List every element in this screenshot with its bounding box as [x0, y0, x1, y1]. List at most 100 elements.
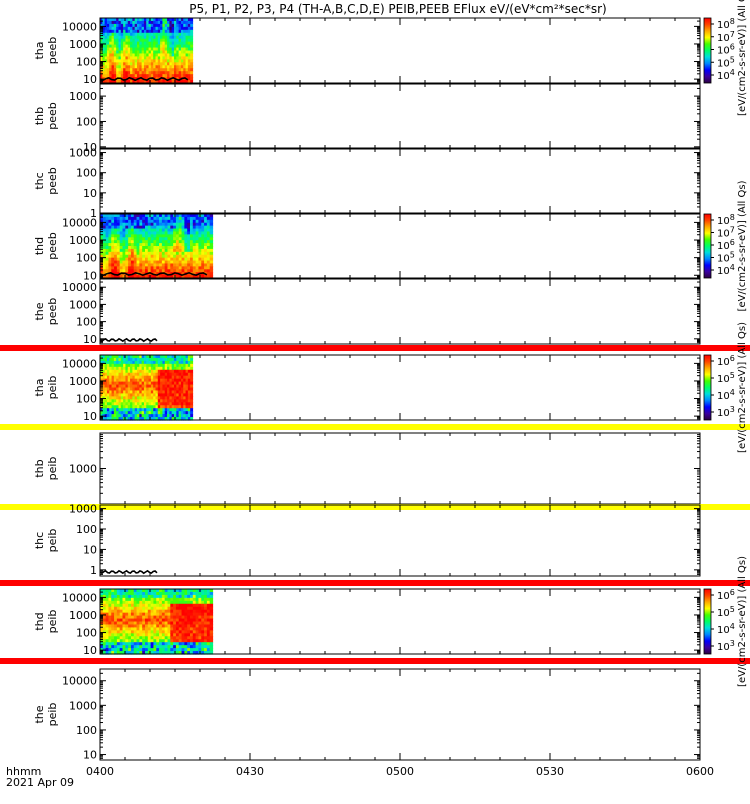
ytick-label: 100 [76, 115, 97, 128]
fill-band-thd-peib [0, 658, 750, 664]
colorbar-label: [eV/(cm2-s-sr-eV)] (All Qs) [737, 180, 748, 311]
ytick-label: 10 [83, 543, 97, 556]
ytick-label: 10000 [62, 675, 97, 688]
colorbar-tick-label: 104 [717, 263, 735, 277]
fill-band-the-peeb [0, 345, 750, 351]
colorbar-label: [eV/(cm2-s-sr-eV)] (All Qs) [737, 0, 748, 116]
x-axis-row-label-hhmm: hhmm [6, 765, 41, 778]
spectrogram-tha-peib [100, 355, 194, 421]
xtick-label: 0530 [536, 765, 564, 778]
panel-probe-label: thb [33, 107, 46, 125]
ytick-label: 100 [76, 627, 97, 640]
ytick-label: 10000 [62, 216, 97, 229]
colorbar-tick-label: 106 [717, 43, 735, 57]
ytick-label: 10 [83, 410, 97, 423]
colorbar-tick-label: 105 [717, 605, 735, 619]
colorbar-tick-label: 107 [717, 226, 735, 240]
xtick-label: 0430 [236, 765, 264, 778]
fill-band-thc-peib [0, 580, 750, 586]
ytick-label: 1000 [69, 38, 97, 51]
floor-trace-tha-peeb [99, 76, 189, 82]
xtick-label: 0500 [386, 765, 414, 778]
ytick-label: 1000 [69, 375, 97, 388]
panel-probe-label: thc [33, 532, 46, 549]
panel-product-label: peib [46, 703, 59, 727]
panel-probe-label: thd [33, 612, 46, 630]
ytick-label: 10 [83, 269, 97, 282]
panel-product-label: peib [46, 610, 59, 634]
ytick-label: 100 [76, 393, 97, 406]
panel-probe-label: thd [33, 237, 46, 255]
colorbar-tick-label: 105 [717, 371, 735, 385]
x-axis-row-label-date: 2021 Apr 09 [6, 776, 74, 789]
plot-title: P5, P1, P2, P3, P4 (TH-A,B,C,D,E) PEIB,P… [189, 2, 606, 16]
panel-probe-label: tha [33, 41, 46, 59]
ytick-label: 10000 [62, 357, 97, 370]
colorbar-tick-label: 103 [717, 405, 735, 419]
ytick-label: 10 [83, 333, 97, 346]
floor-trace-thc-peib [99, 569, 158, 575]
ytick-label: 100 [76, 724, 97, 737]
panel-probe-label: the [33, 302, 46, 320]
ytick-label: 100 [76, 316, 97, 329]
spectrogram-thd-peeb [100, 214, 214, 279]
ytick-label: 1 [90, 564, 97, 577]
panel-frame-thc-peib [99, 504, 701, 577]
ytick-label: 10000 [62, 20, 97, 33]
cb-tha-peib: 106 105 104 103 [eV/(cm2-s-sr-eV)] (All Qs) [703, 322, 748, 453]
panel-tha-peeb: 10 100 1000 10000 tha peeb [33, 17, 701, 86]
panel-product-label: peeb [46, 102, 59, 130]
ytick-label: 10 [83, 644, 97, 657]
ytick-label: 10 [83, 187, 97, 200]
colorbar-tick-label: 107 [717, 30, 735, 44]
ytick-label: 1000 [69, 503, 97, 516]
panel-product-label: peib [46, 457, 59, 481]
ytick-label: 100 [76, 167, 97, 180]
panel-thd-peib: 10 100 1000 10000 thd peib [0, 588, 750, 664]
ytick-label: 1000 [69, 147, 97, 160]
colorbar-tick-label: 104 [717, 68, 735, 82]
colorbar-tick-label: 106 [717, 588, 735, 602]
panel-thc-peib: 1 10 100 1000 thc peib [0, 503, 750, 586]
colorbar-tick-label: 105 [717, 251, 735, 265]
colorbar-tick-label: 108 [717, 17, 735, 31]
panel-product-label: peeb [46, 298, 59, 326]
colorbar-tick-label: 104 [717, 388, 735, 402]
ytick-label: 1000 [69, 234, 97, 247]
panel-frame-thb-peib [99, 432, 701, 505]
ytick-label: 10 [83, 73, 97, 86]
colorbar-tick-label: 103 [717, 639, 735, 653]
panel-product-label: peib [46, 376, 59, 400]
panel-frame-the-peib [99, 668, 701, 761]
ytick-label: 100 [76, 252, 97, 265]
panel-product-label: peeb [46, 232, 59, 260]
ytick-label: 1000 [69, 463, 97, 476]
panel-probe-label: thc [33, 172, 46, 189]
panel-product-label: peeb [46, 167, 59, 195]
time-axis: hhmm 2021 Apr 09 0400 0430 0500 0530 0600 [6, 765, 714, 789]
ytick-label: 10000 [62, 281, 97, 294]
ytick-label: 1000 [69, 90, 97, 103]
ytick-label: 1000 [69, 298, 97, 311]
ytick-label: 10 [83, 141, 97, 154]
colorbar-tick-label: 108 [717, 213, 735, 227]
panel-product-label: peib [46, 529, 59, 553]
panel-the-peib: 10 100 1000 10000 the peib [33, 668, 701, 762]
xtick-label: 0600 [686, 765, 714, 778]
panel-probe-label: the [33, 705, 46, 723]
floor-trace-thd-peeb [99, 271, 208, 277]
cb-thd-peib: 106 105 104 103 [eV/(cm2-s-sr-eV)] (All Qs) [703, 556, 748, 687]
panel-probe-label: tha [33, 378, 46, 396]
colorbar-tick-label: 104 [717, 622, 735, 636]
floor-trace-the-peeb [99, 337, 158, 343]
colorbar-label: [eV/(cm2-s-sr-eV)] (All Qs) [737, 556, 748, 687]
panel-frame-thc-peeb [99, 148, 701, 214]
panel-thd-peeb: 10 100 1000 10000 thd peeb [33, 213, 701, 282]
ytick-label: 100 [76, 56, 97, 69]
ytick-label: 100 [76, 523, 97, 536]
